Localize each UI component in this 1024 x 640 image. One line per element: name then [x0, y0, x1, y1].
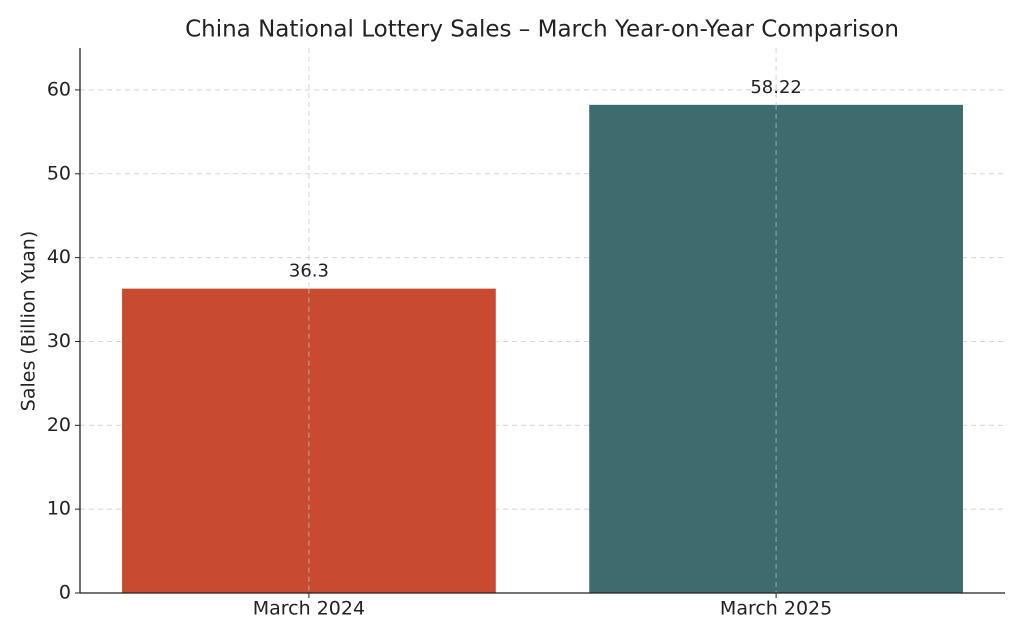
y-tick-label: 10 [47, 498, 71, 520]
chart-title: China National Lottery Sales – March Yea… [185, 17, 899, 43]
data-label: 36.3 [289, 261, 329, 282]
x-tick-label: March 2024 [253, 598, 365, 620]
y-tick-label: 50 [47, 162, 71, 184]
y-tick-label: 60 [47, 78, 71, 100]
x-tick-label: March 2025 [720, 598, 832, 620]
y-tick-label: 0 [59, 582, 71, 604]
y-tick-label: 30 [47, 330, 71, 352]
y-axis-label: Sales (Billion Yuan) [18, 231, 40, 411]
y-tick-label: 20 [47, 414, 71, 436]
data-label: 58.22 [750, 77, 802, 98]
y-tick-label: 40 [47, 246, 71, 268]
